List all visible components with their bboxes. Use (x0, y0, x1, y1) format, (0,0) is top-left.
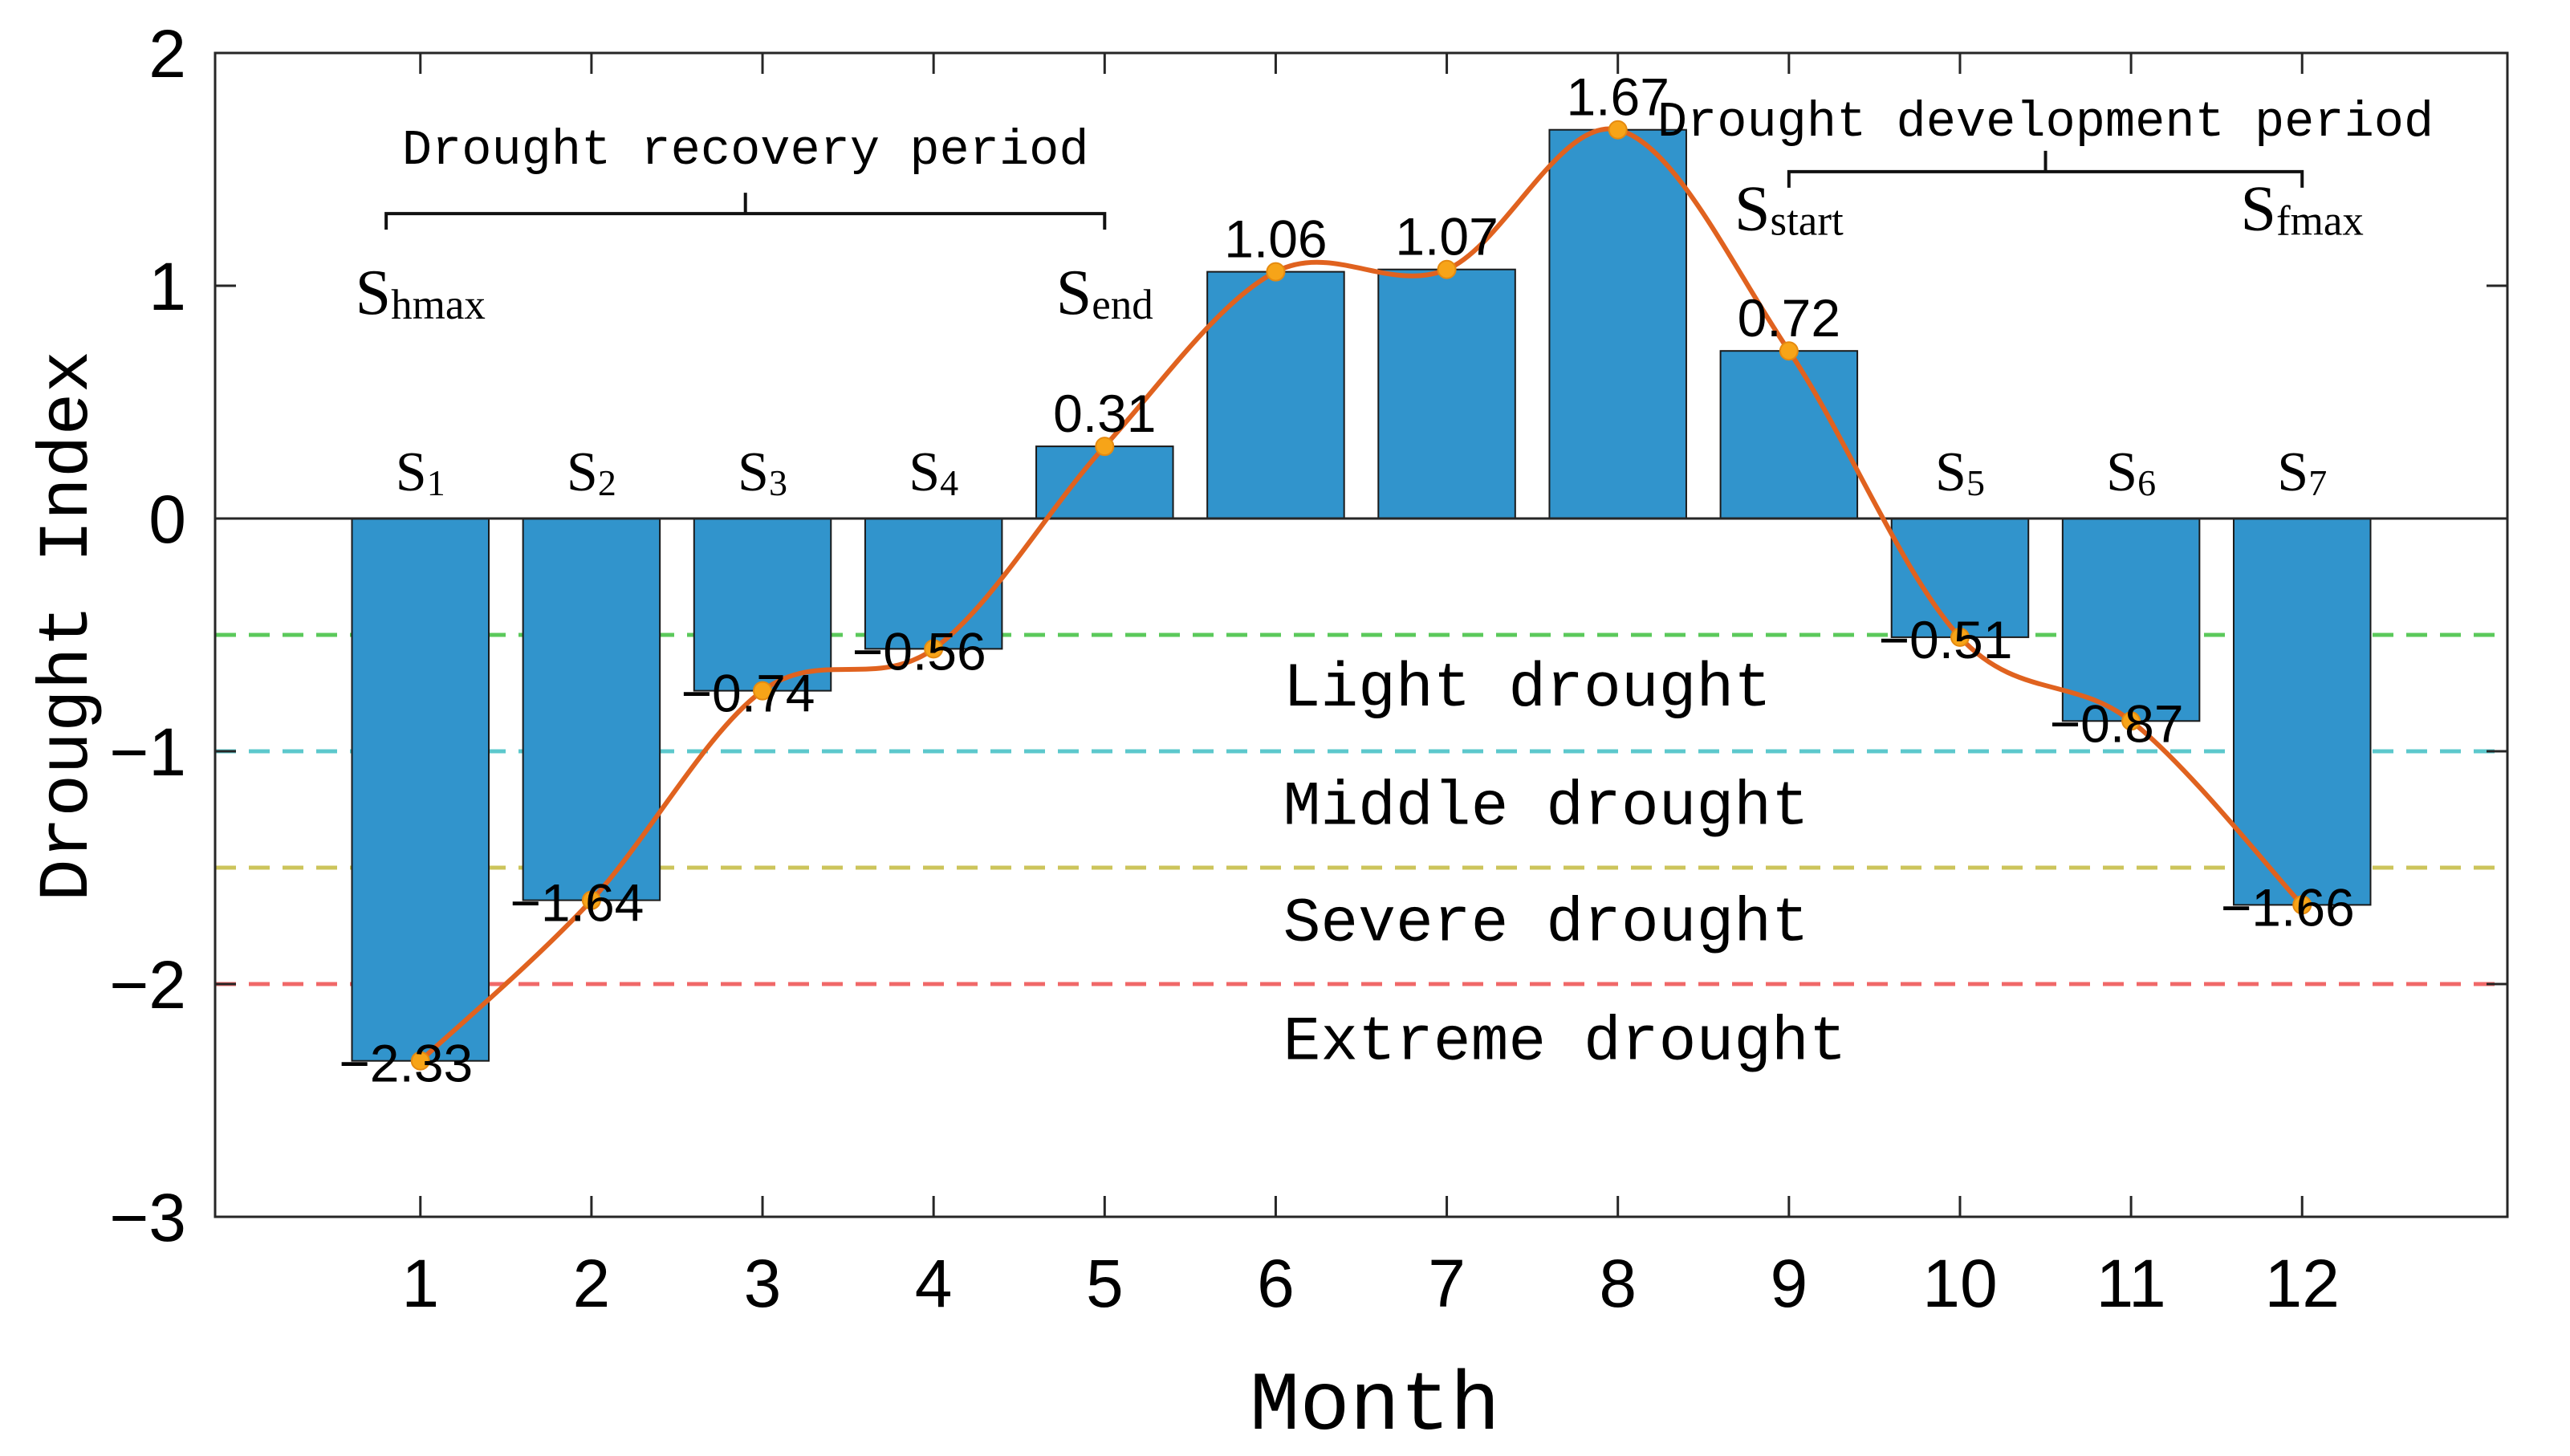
bar-6 (1206, 270, 1345, 519)
period-marker-hmax-sub: hmax (391, 282, 486, 328)
bar-12 (2232, 518, 2372, 906)
zone-label-1: Light drought (1283, 654, 1772, 725)
curve-marker-9 (1779, 341, 1799, 361)
state-label-2: S2 (567, 441, 616, 503)
curve-marker-3 (753, 681, 773, 701)
y-tick-label-3: −1 (109, 714, 186, 790)
period-brace-1 (384, 193, 1107, 230)
x-tick-label-7: 7 (1428, 1246, 1466, 1321)
zone-label-2: Middle drought (1283, 773, 1809, 844)
state-label-7-main: S (2277, 441, 2308, 503)
bar-1 (351, 518, 490, 1062)
curve-marker-7 (1437, 259, 1457, 279)
bar-3 (693, 518, 832, 692)
curve-marker-2 (581, 890, 601, 910)
bar-7 (1377, 268, 1516, 519)
curve-marker-8 (1608, 120, 1628, 140)
x-tick-label-2: 2 (573, 1246, 611, 1321)
state-label-4-main: S (909, 441, 940, 503)
x-tick-label-12: 12 (2265, 1246, 2340, 1321)
state-label-3-sub: 3 (769, 462, 787, 503)
period-brace-2 (1787, 150, 2304, 188)
data-label-11: −0.87 (2050, 693, 2184, 753)
period-label-1: Drought recovery period (402, 122, 1089, 179)
data-label-12: −1.66 (2221, 877, 2355, 937)
curve-series (410, 120, 2312, 1071)
x-tick-label-3: 3 (744, 1246, 782, 1321)
curve-marker-5 (1095, 437, 1115, 457)
x-tick-label-8: 8 (1599, 1246, 1637, 1321)
state-label-2-main: S (567, 441, 598, 503)
curve-marker-10 (1950, 627, 1970, 647)
x-axis-title: Month (1250, 1360, 1500, 1454)
y-tick-label-0: 2 (148, 16, 186, 92)
bar-series (351, 128, 2372, 1062)
state-label-5: S5 (1935, 441, 1985, 503)
period-label-2: Drought development period (1657, 94, 2434, 151)
data-label-4: −0.56 (852, 621, 986, 681)
x-tick-label-4: 4 (915, 1246, 953, 1321)
data-label-10: −0.51 (1878, 610, 2012, 669)
x-tick-label-1: 1 (401, 1246, 439, 1321)
axes: 210−1−2−31 2 3 4 5 6 7 8 9 10 11 12 (109, 16, 2509, 1321)
state-label-2-sub: 2 (598, 462, 616, 503)
data-label-5: 0.31 (1053, 384, 1156, 443)
x-tick-label-6: 6 (1257, 1246, 1295, 1321)
curve-marker-1 (410, 1051, 430, 1071)
y-axis-title: Drought Index (29, 351, 108, 902)
period-marker-fmax-main: S (2241, 173, 2277, 244)
period-marker-hmax: Shmax (356, 258, 486, 328)
period-marker-fmax: Sfmax (2241, 173, 2364, 244)
state-label-1-sub: 1 (427, 462, 445, 503)
zone-label-4: Extreme drought (1283, 1008, 1847, 1079)
x-tick-label-5: 5 (1086, 1246, 1124, 1321)
state-label-5-sub: 5 (1966, 462, 1985, 503)
data-label-9: 0.72 (1738, 288, 1840, 348)
data-label-1: −2.33 (339, 1034, 473, 1093)
state-label-6-sub: 6 (2137, 462, 2156, 503)
bar-9 (1719, 350, 1859, 520)
bar-11 (2061, 518, 2201, 722)
period-marker-start-main: S (1734, 173, 1771, 244)
axes-box (213, 51, 2509, 1218)
state-label-4-sub: 4 (940, 462, 958, 503)
y-tick-label-5: −3 (109, 1180, 186, 1255)
zone-label-3: Severe drought (1283, 889, 1809, 960)
state-label-6: S6 (2106, 441, 2156, 503)
x-tick-label-11: 11 (2096, 1246, 2166, 1321)
state-label-1: S1 (396, 441, 445, 503)
state-label-4: S4 (909, 441, 958, 503)
data-label-7: 1.07 (1395, 207, 1498, 266)
state-label-3: S3 (738, 441, 787, 503)
state-label-5-main: S (1935, 441, 1966, 503)
curve-marker-11 (2121, 711, 2141, 731)
x-tick-label-9: 9 (1770, 1246, 1808, 1321)
state-label-7-sub: 7 (2308, 462, 2327, 503)
state-label-3-main: S (738, 441, 769, 503)
data-label-8: 1.67 (1566, 67, 1669, 127)
data-label-2: −1.64 (510, 873, 644, 933)
period-marker-end-main: S (1056, 258, 1092, 328)
x-tick-label-10: 10 (1922, 1246, 1997, 1321)
period-marker-fmax-sub: fmax (2276, 197, 2364, 244)
curve-marker-12 (2292, 895, 2312, 915)
y-tick-label-2: 0 (148, 482, 186, 557)
data-label-6: 1.06 (1224, 209, 1327, 269)
curve-marker-6 (1266, 262, 1286, 282)
state-label-6-main: S (2106, 441, 2137, 503)
period-marker-end-sub: end (1092, 282, 1153, 328)
period-marker-end: Send (1056, 258, 1153, 328)
period-marker-start-sub: start (1770, 197, 1844, 244)
period-marker-hmax-main: S (356, 258, 392, 328)
annotations: −2.33 −1.64 −0.74 −0.56 0.31 1.06 1.07 1.67 0.72… (339, 67, 2434, 1093)
state-label-1-main: S (396, 441, 427, 503)
state-label-7: S7 (2277, 441, 2327, 503)
bar-8 (1548, 128, 1687, 519)
period-marker-start: Sstart (1734, 173, 1844, 244)
y-tick-label-4: −2 (109, 947, 186, 1023)
data-label-3: −0.74 (681, 664, 815, 723)
y-tick-label-1: 1 (148, 249, 186, 324)
curve-marker-4 (924, 639, 944, 659)
